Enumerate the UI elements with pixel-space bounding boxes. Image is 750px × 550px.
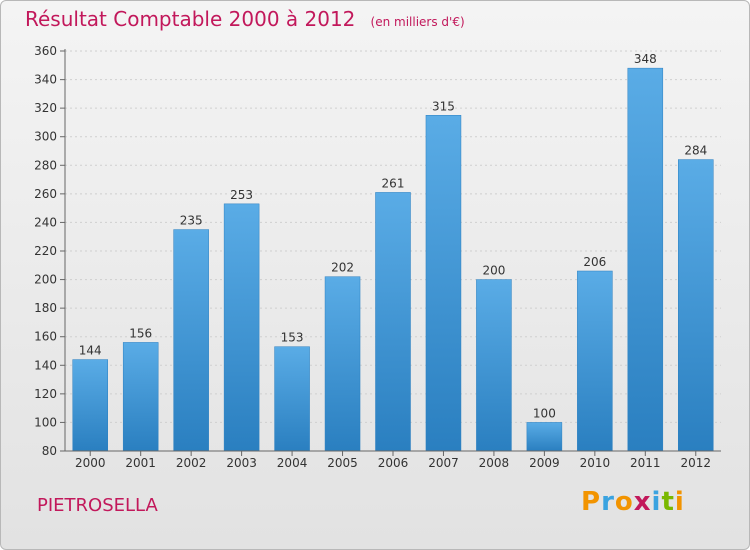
data-label: 206 bbox=[583, 255, 606, 269]
data-label: 200 bbox=[482, 264, 505, 278]
y-tick-label: 240 bbox=[34, 215, 57, 229]
x-tick-label: 2010 bbox=[580, 456, 611, 470]
bar-2010 bbox=[577, 270, 613, 452]
data-label: 156 bbox=[129, 326, 152, 340]
y-tick-label: 340 bbox=[34, 73, 57, 87]
data-label: 348 bbox=[634, 52, 657, 66]
x-tick-label: 2008 bbox=[479, 456, 510, 470]
x-tick-label: 2001 bbox=[125, 456, 156, 470]
bar-2003 bbox=[223, 203, 260, 452]
x-tick-label: 2002 bbox=[176, 456, 207, 470]
data-label: 284 bbox=[684, 144, 707, 158]
y-tick-label: 320 bbox=[34, 101, 57, 115]
logo-letter: P bbox=[581, 487, 602, 517]
data-label: 153 bbox=[281, 331, 304, 345]
y-tick-label: 220 bbox=[34, 244, 57, 258]
bar-2008 bbox=[476, 279, 512, 452]
bars: 144 156 235 253 153 202 261 315 200 100 206 348 284 bbox=[72, 52, 714, 452]
y-tick-label: 120 bbox=[34, 387, 57, 401]
bar-2007 bbox=[425, 115, 462, 452]
x-tick-label: 2005 bbox=[327, 456, 358, 470]
x-tick-label: 2011 bbox=[630, 456, 661, 470]
y-tick-label: 160 bbox=[34, 330, 57, 344]
logo-letter: t bbox=[661, 487, 675, 517]
logo-letter: r bbox=[601, 487, 615, 517]
logo-letter: x bbox=[633, 487, 652, 517]
x-tick-label: 2009 bbox=[529, 456, 560, 470]
data-label: 315 bbox=[432, 99, 455, 113]
data-label: 261 bbox=[382, 176, 405, 190]
bar-2012 bbox=[678, 159, 714, 452]
y-tick-label: 200 bbox=[34, 273, 57, 287]
y-tick-label: 280 bbox=[34, 158, 57, 172]
logo-letter: i bbox=[674, 487, 685, 517]
proxiti-logo[interactable]: Proxiti bbox=[581, 487, 685, 517]
logo-letter: o bbox=[614, 487, 634, 517]
bar-2009 bbox=[526, 422, 563, 452]
x-tick-label: 2012 bbox=[680, 456, 711, 470]
bar-2001 bbox=[122, 342, 159, 452]
bar-2005 bbox=[324, 276, 361, 452]
y-tick-label: 260 bbox=[34, 187, 57, 201]
y-tick-label: 140 bbox=[34, 358, 57, 372]
x-tick-label: 2003 bbox=[226, 456, 257, 470]
data-label: 235 bbox=[180, 214, 203, 228]
y-tick-label: 180 bbox=[34, 301, 57, 315]
bar-2000 bbox=[72, 359, 108, 452]
data-label: 100 bbox=[533, 406, 556, 420]
chart-title: Résultat Comptable 2000 à 2012 bbox=[25, 7, 356, 31]
data-label: 253 bbox=[230, 188, 253, 202]
x-tick-label: 2000 bbox=[75, 456, 106, 470]
y-tick-label: 300 bbox=[34, 130, 57, 144]
bar-2004 bbox=[274, 346, 310, 452]
x-tick-label: 2006 bbox=[378, 456, 409, 470]
axes: 80 100 120 140 160 180 200 220 240 260 280 300 320 34… bbox=[34, 44, 721, 470]
unit-label: (en milliers d'€) bbox=[370, 15, 465, 29]
bar-2006 bbox=[375, 192, 411, 452]
x-tick-label: 2007 bbox=[428, 456, 459, 470]
logo-letter: i bbox=[651, 487, 662, 517]
title-row: Résultat Comptable 2000 à 2012 (en milli… bbox=[25, 7, 465, 31]
commune-name: PIETROSELLA bbox=[37, 495, 158, 516]
y-tick-label: 360 bbox=[34, 44, 57, 58]
data-label: 144 bbox=[79, 344, 102, 358]
y-tick-label: 80 bbox=[42, 444, 57, 458]
bar-2002 bbox=[173, 229, 209, 452]
x-tick-label: 2004 bbox=[277, 456, 308, 470]
bar-2011 bbox=[627, 67, 664, 452]
y-tick-label: 100 bbox=[34, 415, 57, 429]
data-label: 202 bbox=[331, 261, 354, 275]
